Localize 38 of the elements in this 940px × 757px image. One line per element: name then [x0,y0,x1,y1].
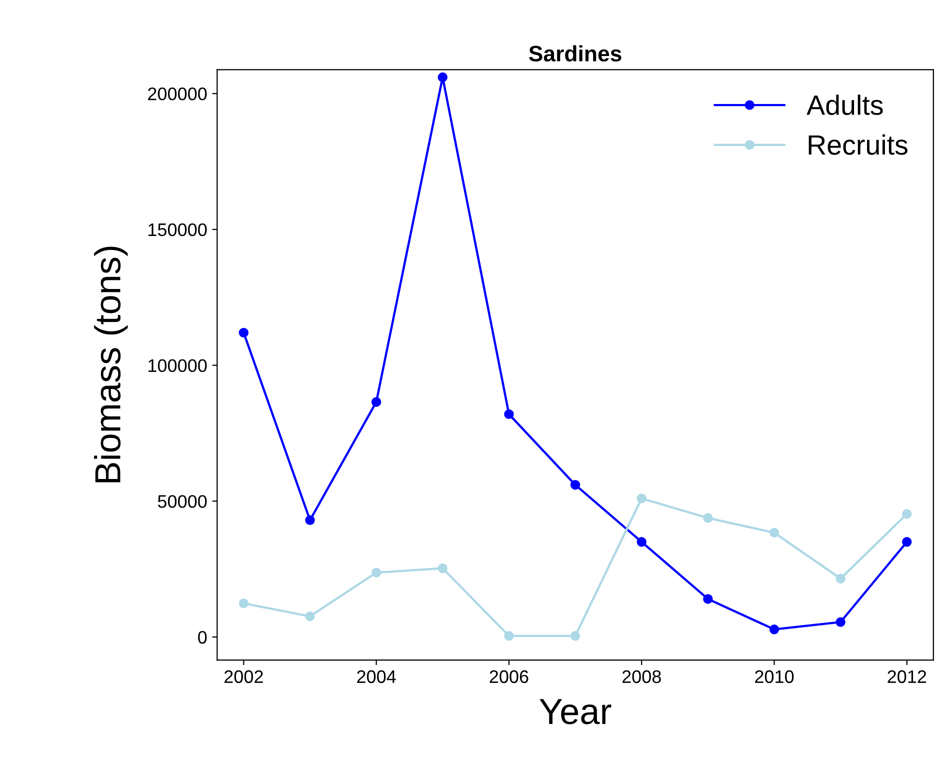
x-tick-label: 2012 [888,670,926,684]
y-tick-label: 0 [198,630,207,644]
point [636,537,646,547]
point [238,328,249,338]
point [570,480,580,490]
chart-title: Sardines [528,45,622,62]
point [238,598,249,608]
y-axis-title: Biomass (tons) [94,246,128,482]
point [703,513,713,523]
point [703,594,713,604]
point [902,509,912,519]
point [902,537,912,547]
x-tick-label: 2010 [755,670,794,684]
point [570,631,580,641]
y-tick-label: 200000 [148,87,207,100]
point [836,617,846,627]
point [438,72,448,82]
point [836,574,846,584]
point [504,409,514,420]
point [305,515,315,526]
y-tick-label: 150000 [148,223,207,236]
legend-label: Adults [806,94,883,116]
point [371,397,382,407]
x-tick-label: 2008 [622,670,661,684]
legend-label: Recruits [808,134,908,155]
x-tick-label: 2006 [490,670,528,684]
point [769,528,780,538]
point [769,624,780,634]
point [305,611,315,622]
point [636,494,646,504]
y-tick-label: 100000 [148,359,207,372]
y-tick-label: 50000 [158,495,207,508]
point [371,568,382,578]
point [438,563,448,574]
point [504,631,514,641]
x-tick-label: 2004 [357,670,396,684]
x-tick-label: 2002 [224,670,263,684]
x-axis-title: Year [540,699,612,724]
